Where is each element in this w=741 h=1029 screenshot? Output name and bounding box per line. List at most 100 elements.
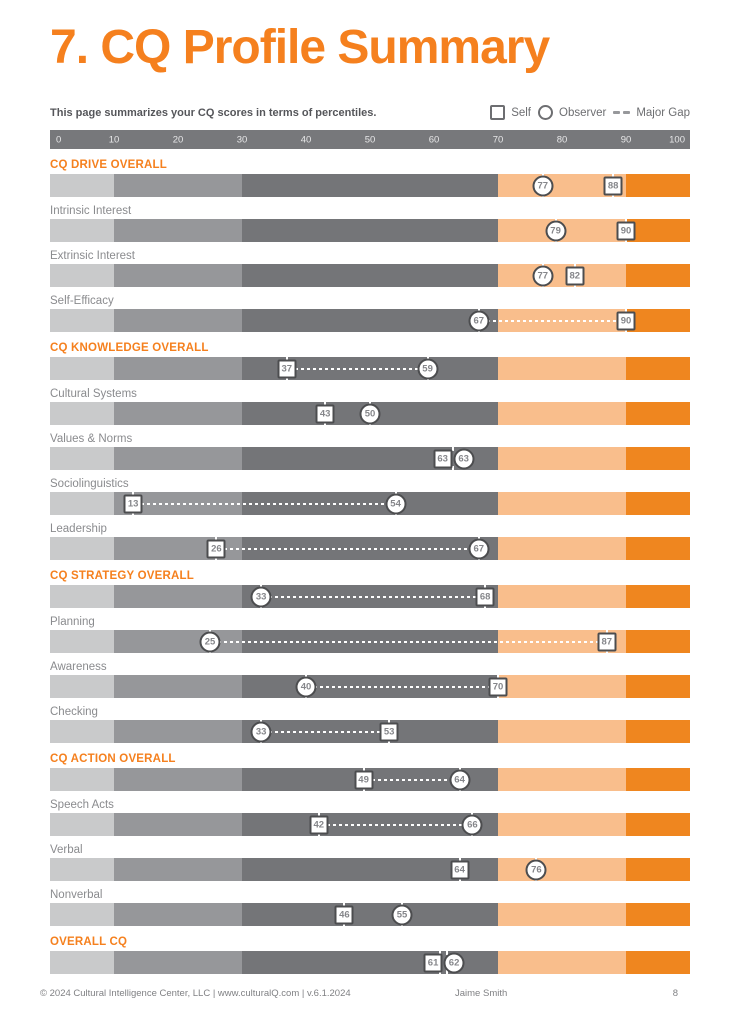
bar-segment	[626, 630, 690, 653]
bar-segment	[114, 219, 242, 242]
row: Values & Norms 63 63	[50, 433, 690, 470]
bar-segment	[626, 951, 690, 974]
bar-segment	[242, 309, 498, 332]
percentile-bar: 82 77	[50, 264, 690, 287]
self-marker: 49	[354, 770, 374, 789]
footer-page-number: 8	[672, 988, 678, 999]
major-gap-line	[141, 502, 388, 505]
row-label: Self-Efficacy	[50, 295, 114, 307]
observer-marker: 62	[443, 952, 465, 973]
axis-tick-0: 0	[56, 134, 62, 145]
percentile-bar: 87 25	[50, 630, 690, 653]
major-gap-line	[326, 823, 465, 826]
section-label: CQ KNOWLEDGE OVERALL	[50, 342, 209, 354]
bar-segment	[114, 813, 242, 836]
observer-marker: 40	[295, 676, 317, 697]
bar-segment	[50, 492, 114, 515]
bar-segment	[50, 357, 114, 380]
major-gap-line	[294, 367, 420, 370]
major-gap-line	[269, 595, 478, 598]
axis-tick-40: 40	[300, 134, 312, 145]
percentile-bar: 90 79	[50, 219, 690, 242]
bar-segment	[114, 675, 242, 698]
bar-segment	[114, 768, 242, 791]
bar-segment	[50, 858, 114, 881]
bar-segment	[114, 309, 242, 332]
bar-segment	[498, 585, 626, 608]
bar-segment	[626, 585, 690, 608]
self-marker: 43	[315, 404, 335, 423]
percentile-bar: 68 33	[50, 585, 690, 608]
row-label: Awareness	[50, 661, 107, 673]
percentile-bar: 26 67	[50, 537, 690, 560]
percentile-chart: 0 10 20 30 40 50 60 70 80 90 100 CQ DRIVE OVERALL 8…	[50, 130, 690, 974]
bar-segment	[626, 174, 690, 197]
row-label: Verbal	[50, 844, 83, 856]
row-label: Sociolinguistics	[50, 478, 129, 490]
bar-segment	[242, 903, 498, 926]
bar-segment	[50, 951, 114, 974]
bar-segment	[626, 309, 690, 332]
percentile-bar: 63 63	[50, 447, 690, 470]
legend-observer: Observer	[538, 105, 606, 120]
self-marker: 82	[565, 266, 585, 285]
observer-marker: 67	[468, 310, 490, 331]
bar-segment	[50, 174, 114, 197]
bar-segment	[50, 447, 114, 470]
percentile-bar: 53 33	[50, 720, 690, 743]
legend-self: Self	[490, 105, 531, 120]
bar-segment	[626, 768, 690, 791]
axis-tick-80: 80	[556, 134, 568, 145]
row-label: Intrinsic Interest	[50, 205, 132, 217]
bar-segment	[114, 585, 242, 608]
major-gap-line	[314, 685, 490, 688]
percentile-bar: 90 67	[50, 309, 690, 332]
major-gap-dashes-icon	[613, 111, 631, 114]
footer-name: Jaime Smith	[455, 988, 508, 999]
self-marker: 70	[488, 677, 508, 696]
row: Leadership 26 67	[50, 523, 690, 560]
legend: Self Observer Major Gap	[490, 105, 690, 120]
observer-marker: 54	[385, 493, 407, 514]
percentile-bar: 13 54	[50, 492, 690, 515]
bar-segment	[626, 219, 690, 242]
self-marker: 61	[423, 953, 443, 972]
major-gap-line	[371, 778, 452, 781]
bar-segment	[498, 537, 626, 560]
observer-marker: 55	[391, 904, 413, 925]
bar-segment	[50, 585, 114, 608]
bar-segment	[50, 630, 114, 653]
bar-segment	[626, 357, 690, 380]
major-gap-line	[486, 319, 618, 322]
observer-marker: 79	[545, 220, 567, 241]
bar-segment	[114, 951, 242, 974]
axis-tick-90: 90	[620, 134, 632, 145]
bar-segment	[626, 537, 690, 560]
row: Verbal 64 76	[50, 844, 690, 881]
legend-major-gap: Major Gap	[613, 107, 690, 119]
axis-tick-30: 30	[236, 134, 248, 145]
axis-tick-70: 70	[492, 134, 504, 145]
observer-marker: 59	[417, 358, 439, 379]
row: CQ ACTION OVERALL 49 64	[50, 753, 690, 791]
percentile-bar: 43 50	[50, 402, 690, 425]
self-square-icon	[490, 105, 506, 120]
percentile-bar: 37 59	[50, 357, 690, 380]
self-marker: 37	[277, 359, 297, 378]
major-gap-line	[218, 640, 599, 643]
header-row: This page summarizes your CQ scores in t…	[50, 105, 690, 120]
page-title: 7. CQ Profile Summary	[50, 21, 550, 74]
legend-major-gap-label: Major Gap	[636, 106, 690, 119]
section-label: CQ STRATEGY OVERALL	[50, 570, 194, 582]
observer-marker: 66	[461, 814, 483, 835]
observer-marker: 77	[532, 265, 554, 286]
percentile-bar: 61 62	[50, 951, 690, 974]
bar-segment	[498, 951, 626, 974]
row: Intrinsic Interest 90 79	[50, 205, 690, 242]
row: Checking 53 33	[50, 706, 690, 743]
bar-segment	[498, 813, 626, 836]
major-gap-line	[224, 547, 471, 550]
observer-marker: 76	[525, 859, 547, 880]
self-marker: 88	[603, 176, 623, 195]
row: Planning 87 25	[50, 616, 690, 653]
